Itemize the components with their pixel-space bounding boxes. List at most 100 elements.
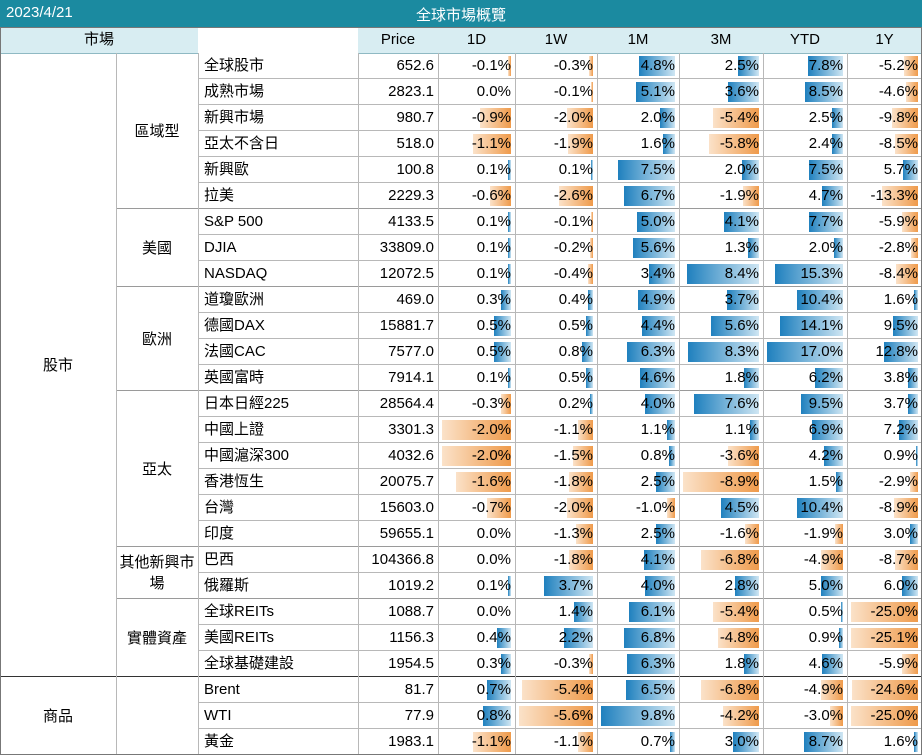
return-value: -4.8% bbox=[719, 629, 759, 646]
return-value: 15.3% bbox=[800, 265, 843, 282]
table-row: 台灣 15603.0 -0.7% -2.0% -1.0% 4.5% 10.4% -8.9% bbox=[0, 495, 922, 521]
market-name: 全球基礎建設 bbox=[204, 655, 295, 672]
return-value: 1.6% bbox=[883, 733, 918, 750]
return-cell: 12.8% bbox=[847, 339, 922, 365]
negative-bar bbox=[835, 524, 843, 544]
return-cell: 3.4% bbox=[597, 261, 679, 287]
negative-bar bbox=[906, 82, 918, 102]
return-cell: 0.4% bbox=[515, 287, 597, 313]
return-value: 17.0% bbox=[800, 343, 843, 360]
negative-bar bbox=[902, 654, 918, 674]
positive-bar bbox=[627, 342, 675, 362]
return-cell: 4.4% bbox=[597, 313, 679, 339]
return-cell: -5.2% bbox=[847, 53, 922, 79]
return-cell: 3.0% bbox=[679, 729, 763, 755]
positive-bar bbox=[836, 472, 843, 492]
market-name: 中國滬深300 bbox=[204, 447, 290, 464]
return-cell: 7.5% bbox=[763, 157, 847, 183]
negative-bar bbox=[895, 134, 918, 154]
positive-bar bbox=[750, 420, 759, 440]
market-name: 成熟市場 bbox=[204, 83, 265, 100]
table-row: 英國富時 7914.1 0.1% 0.5% 4.6% 1.8% 6.2% 3.8% bbox=[0, 365, 922, 391]
return-cell: 0.7% bbox=[438, 677, 515, 703]
return-value: 2.5% bbox=[808, 109, 843, 126]
row-divider bbox=[198, 416, 922, 417]
column-divider bbox=[679, 53, 680, 755]
positive-bar bbox=[645, 576, 675, 596]
group-label: 美國 bbox=[141, 239, 172, 257]
negative-bar bbox=[902, 212, 918, 232]
return-value: -3.0% bbox=[803, 707, 843, 724]
return-value: 3.7% bbox=[558, 577, 593, 594]
positive-bar bbox=[494, 342, 511, 362]
return-cell: -4.9% bbox=[763, 677, 847, 703]
return-value: 0.4% bbox=[558, 291, 593, 308]
return-cell: 5.6% bbox=[597, 235, 679, 261]
return-cell: -2.0% bbox=[438, 417, 515, 443]
market-name: 亞太不含日 bbox=[204, 135, 280, 152]
price-cell: 104366.8 bbox=[371, 551, 434, 568]
return-cell: 0.1% bbox=[438, 209, 515, 235]
return-value: -0.9% bbox=[471, 109, 511, 126]
return-cell: 0.1% bbox=[438, 261, 515, 287]
return-cell: -1.1% bbox=[438, 729, 515, 755]
price-cell: 4032.6 bbox=[388, 447, 434, 464]
negative-bar bbox=[745, 524, 759, 544]
positive-bar bbox=[735, 576, 759, 596]
return-value: -1.1% bbox=[553, 421, 593, 438]
positive-bar bbox=[688, 342, 759, 362]
return-cell: 2.2% bbox=[515, 625, 597, 651]
return-value: 0.9% bbox=[808, 629, 843, 646]
return-cell: 1.1% bbox=[597, 417, 679, 443]
table-row: 全球基礎建設 1954.5 0.3% -0.3% 6.3% 1.8% 4.6% -5.9% bbox=[0, 651, 922, 677]
return-value: 4.5% bbox=[724, 499, 759, 516]
return-cell: 0.0% bbox=[438, 79, 515, 105]
negative-bar bbox=[508, 56, 511, 76]
return-cell: -3.0% bbox=[763, 703, 847, 729]
return-value: 4.4% bbox=[640, 317, 675, 334]
return-value: 4.7% bbox=[808, 187, 843, 204]
return-cell: -0.1% bbox=[438, 53, 515, 79]
price-cell: 15603.0 bbox=[379, 499, 434, 516]
positive-bar bbox=[808, 56, 843, 76]
return-cell: 8.5% bbox=[763, 79, 847, 105]
return-value: -5.6% bbox=[553, 707, 593, 724]
return-value: 0.5% bbox=[476, 317, 511, 334]
row-divider bbox=[198, 312, 922, 313]
return-value: 14.1% bbox=[800, 317, 843, 334]
positive-bar bbox=[508, 264, 511, 284]
return-cell: 2.0% bbox=[763, 235, 847, 261]
return-value: -2.0% bbox=[553, 109, 593, 126]
return-value: 0.0% bbox=[476, 603, 511, 620]
return-value: 10.4% bbox=[800, 499, 843, 516]
return-value: 4.9% bbox=[640, 291, 675, 308]
positive-bar bbox=[667, 420, 675, 440]
return-value: 2.4% bbox=[808, 135, 843, 152]
return-cell: 4.6% bbox=[763, 651, 847, 677]
positive-bar bbox=[501, 290, 511, 310]
return-value: 9.5% bbox=[883, 317, 918, 334]
return-cell: 3.0% bbox=[847, 521, 922, 547]
price-cell: 469.0 bbox=[396, 291, 434, 308]
negative-bar bbox=[821, 550, 843, 570]
negative-bar bbox=[851, 602, 918, 622]
return-value: 2.5% bbox=[640, 473, 675, 490]
return-value: 10.4% bbox=[800, 291, 843, 308]
return-cell: -2.8% bbox=[847, 235, 922, 261]
negative-bar bbox=[728, 446, 759, 466]
positive-bar bbox=[601, 706, 675, 726]
row-divider bbox=[198, 156, 922, 157]
return-cell: 5.0% bbox=[597, 209, 679, 235]
negative-bar bbox=[911, 238, 918, 258]
row-divider bbox=[198, 442, 922, 443]
positive-bar bbox=[841, 602, 843, 622]
positive-bar bbox=[832, 108, 843, 128]
market-name: 日本日經225 bbox=[204, 395, 290, 412]
return-value: -0.3% bbox=[553, 57, 593, 74]
market-name: 全球REITs bbox=[204, 603, 275, 620]
return-cell: -25.0% bbox=[847, 599, 922, 625]
positive-bar bbox=[899, 420, 918, 440]
return-cell: 6.8% bbox=[597, 625, 679, 651]
return-cell: 1.6% bbox=[597, 131, 679, 157]
return-value: 5.6% bbox=[724, 317, 759, 334]
